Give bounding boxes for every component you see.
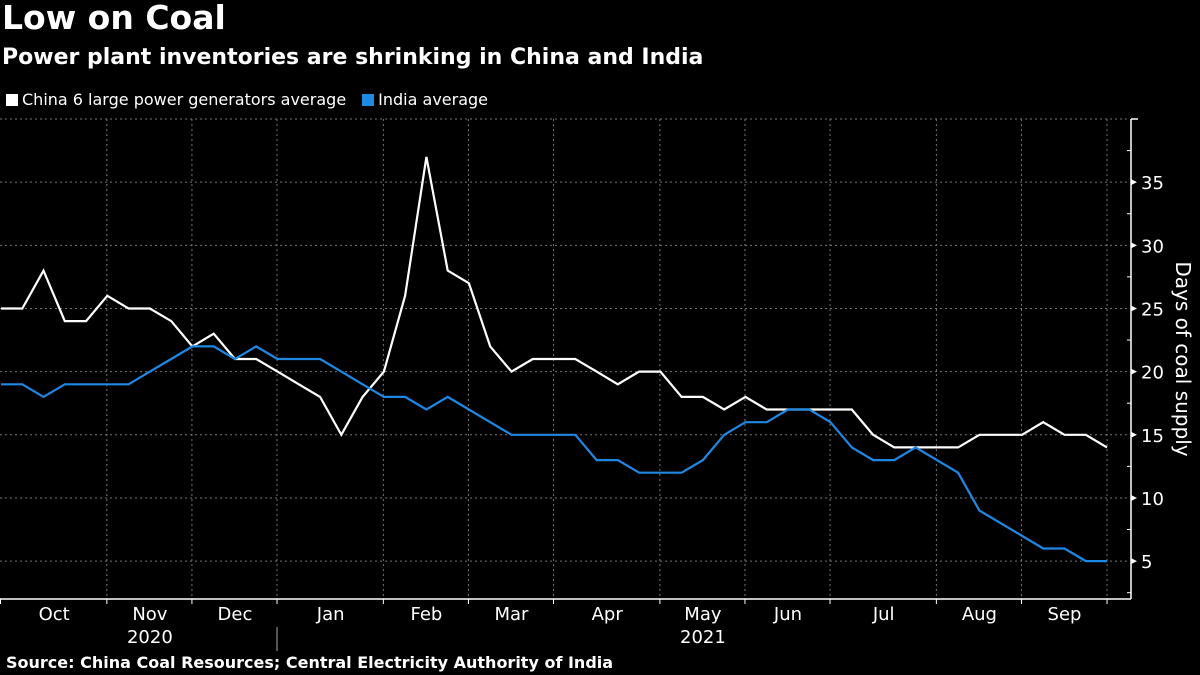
chart-title: Low on Coal: [2, 0, 226, 37]
series-lines: [0, 156, 1108, 563]
y-major-tick: [1131, 368, 1137, 375]
x-tick-label: Sep: [1048, 604, 1082, 625]
y-major-tick: [1131, 179, 1137, 186]
y-tick-label: 5: [1141, 552, 1152, 573]
axis-labels: 5 10 15 20 25 30 35 Days of coal supply Oct Nov De…: [39, 173, 1195, 651]
gridlines: [0, 118, 1129, 599]
x-tick-label: Aug: [962, 604, 997, 625]
legend: China 6 large power generators average I…: [6, 90, 504, 109]
legend-swatch-india: [362, 93, 375, 106]
y-tick-label: 20: [1141, 363, 1164, 384]
y-tick-label: 35: [1141, 173, 1164, 194]
y-major-tick: [1131, 305, 1137, 312]
x-tick-label: Nov: [132, 604, 167, 625]
legend-item-china: China 6 large power generators average: [6, 90, 346, 109]
y-major-tick: [1131, 242, 1137, 249]
y-major-tick: [1131, 558, 1137, 565]
series-line-india: [1, 345, 1107, 563]
chart-subtitle: Power plant inventories are shrinking in…: [2, 45, 704, 70]
legend-label-china: China 6 large power generators average: [22, 90, 347, 109]
x-tick-label: Jun: [773, 604, 802, 625]
year-label: 2021: [680, 627, 726, 648]
legend-swatch-china: [6, 93, 18, 106]
x-tick-label: Oct: [39, 604, 70, 625]
x-tick-label: Jan: [316, 604, 345, 625]
y-tick-label: 25: [1141, 299, 1164, 320]
x-tick-label: Mar: [494, 604, 529, 625]
x-tick-label: Apr: [592, 604, 624, 625]
x-tick-label: May: [684, 604, 722, 625]
y-tick-label: 10: [1141, 489, 1164, 510]
y-axis-label: Days of coal supply: [1171, 261, 1195, 456]
y-tick-label: 30: [1141, 236, 1164, 257]
year-label: 2020: [127, 627, 173, 648]
y-major-tick: [1131, 431, 1137, 438]
source-note: Source: China Coal Resources; Central El…: [6, 653, 614, 672]
y-major-tick: [1131, 494, 1137, 501]
legend-item-india: India average: [362, 90, 488, 109]
x-tick-label: Dec: [218, 604, 253, 625]
x-tick-label: Jul: [872, 604, 895, 625]
y-tick-label: 15: [1141, 426, 1164, 447]
axes: [0, 118, 1138, 604]
legend-label-india: India average: [378, 90, 489, 109]
x-tick-label: Feb: [410, 604, 442, 625]
